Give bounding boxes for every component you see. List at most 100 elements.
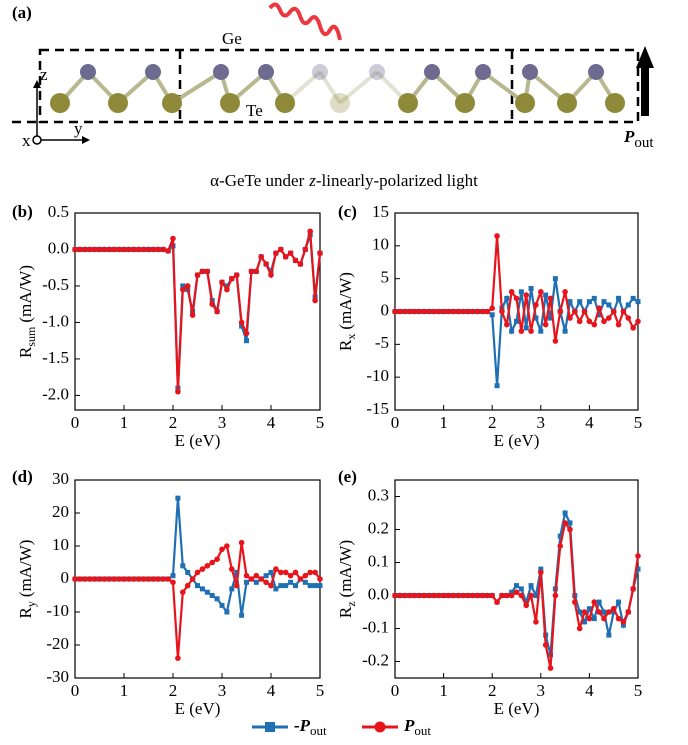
y-tick-label: 0 — [61, 568, 70, 587]
data-point — [243, 572, 250, 579]
data-point — [406, 308, 413, 315]
data-point — [503, 321, 510, 328]
x-tick-label: 1 — [120, 681, 129, 700]
data-point — [494, 233, 500, 239]
data-point — [307, 569, 314, 576]
data-point — [601, 299, 607, 305]
ge-label: Ge — [222, 29, 242, 48]
data-point — [287, 572, 294, 579]
x-tick-label: 3 — [537, 681, 546, 700]
data-point — [297, 576, 304, 582]
y-tick-label: -2.0 — [42, 384, 69, 403]
data-point — [562, 328, 568, 334]
legend-label: -Pout — [294, 716, 327, 738]
x-tick-label: 2 — [488, 681, 497, 700]
data-point — [474, 308, 481, 315]
data-point — [273, 586, 279, 592]
data-point — [596, 312, 602, 318]
data-point — [474, 592, 481, 599]
data-point — [547, 665, 554, 671]
data-point — [233, 272, 240, 278]
data-point — [135, 246, 142, 253]
data-point — [591, 616, 597, 622]
data-point — [86, 246, 93, 253]
data-point — [234, 569, 240, 575]
data-point — [518, 586, 524, 592]
y-label-subscript: x — [344, 334, 358, 340]
data-point — [126, 246, 132, 253]
data-point — [523, 325, 529, 331]
data-point — [160, 246, 166, 253]
y-tick-label: 0.1 — [368, 551, 389, 570]
data-point — [401, 308, 408, 315]
data-point — [243, 330, 250, 337]
data-point — [287, 250, 294, 256]
data-point — [82, 246, 88, 253]
data-point — [620, 308, 627, 315]
data-point — [494, 383, 500, 389]
data-point — [582, 619, 588, 625]
data-point — [317, 583, 323, 589]
y-tick-label: 0.5 — [48, 202, 69, 221]
data-point — [586, 606, 592, 612]
ge-atom — [80, 64, 96, 80]
data-point — [601, 609, 607, 615]
polarization-subscript: out — [634, 135, 654, 151]
data-point — [317, 576, 323, 582]
data-point — [194, 272, 201, 278]
data-point — [282, 253, 289, 260]
y-tick-label: -1.5 — [42, 348, 69, 367]
data-point — [630, 586, 636, 592]
data-point — [576, 625, 583, 632]
data-point — [504, 295, 510, 301]
x-tick-label: 5 — [316, 681, 325, 700]
data-point — [106, 576, 113, 582]
data-point — [160, 576, 166, 582]
data-point — [106, 246, 113, 253]
data-point — [86, 576, 93, 582]
data-point — [302, 572, 309, 579]
y-axis-label: Rx (mA/W) — [336, 272, 358, 351]
y-tick-label: -10 — [366, 366, 389, 385]
data-point — [121, 576, 127, 582]
y-tick-label: -0.1 — [362, 617, 389, 636]
y-axis-label: Rz (mA/W) — [336, 540, 358, 618]
x-tick-label: 2 — [169, 681, 178, 700]
data-point — [224, 543, 230, 549]
y-label-unit: (mA/W) — [336, 272, 355, 330]
axis-y-label: y — [74, 119, 83, 138]
legend-subscript: out — [414, 723, 431, 738]
data-point — [494, 599, 500, 605]
te-atom — [398, 93, 418, 113]
data-point — [542, 642, 549, 648]
x-tick-label: 0 — [391, 413, 400, 432]
data-point — [440, 308, 447, 315]
x-tick-label: 4 — [267, 413, 276, 432]
data-point — [610, 308, 617, 315]
data-point — [180, 563, 186, 569]
data-point — [625, 609, 632, 615]
te-atom — [50, 93, 70, 113]
data-point — [204, 589, 210, 595]
data-point — [317, 250, 323, 256]
data-point — [557, 533, 563, 539]
data-point — [72, 246, 78, 253]
bond — [338, 70, 379, 105]
data-point — [533, 315, 539, 321]
data-point — [572, 308, 578, 315]
data-point — [180, 283, 186, 289]
data-point — [445, 308, 452, 315]
data-point — [450, 308, 457, 315]
data-point — [180, 286, 186, 293]
legend-label: Pout — [403, 716, 431, 738]
data-point — [630, 295, 636, 301]
y-label-unit: (mA/W) — [16, 540, 35, 598]
data-point — [77, 576, 83, 582]
x-tick-label: 2 — [488, 413, 497, 432]
x-tick-label: 0 — [71, 681, 80, 700]
data-point — [581, 609, 588, 615]
legend-subscript: out — [310, 723, 327, 738]
data-point — [312, 297, 318, 304]
data-point — [195, 583, 200, 589]
